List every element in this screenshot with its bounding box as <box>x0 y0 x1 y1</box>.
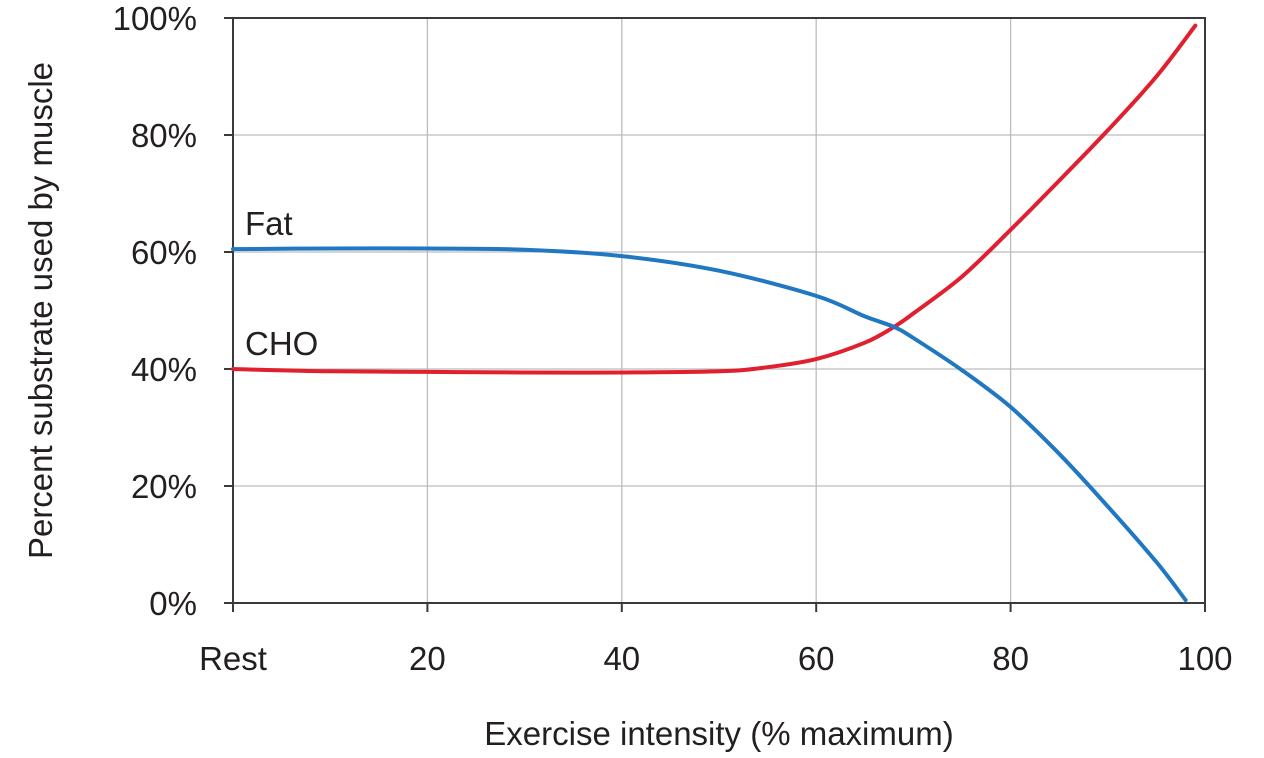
cho-series-line <box>231 23 1198 375</box>
y-tick-label: 20% <box>131 468 197 505</box>
fat-series-label: Fat <box>245 205 293 242</box>
fat-series-line <box>231 246 1188 603</box>
x-tick-label: 60 <box>798 640 835 677</box>
axes <box>224 17 1206 612</box>
x-tick-label: Rest <box>199 640 267 677</box>
y-axis-title: Percent substrate used by muscle <box>22 62 59 559</box>
x-axis-title: Exercise intensity (% maximum) <box>484 715 953 752</box>
grid-lines <box>232 17 1206 604</box>
x-tick-label: 100 <box>1177 640 1232 677</box>
cho-series-label: CHO <box>245 325 318 362</box>
plot-frame <box>232 17 1206 604</box>
tick-labels: Rest 20 40 60 80 100 0% 20% 40% 60% 80% 100% CHO Fat <box>113 0 1233 677</box>
x-tick-label: 20 <box>409 640 446 677</box>
y-tick-label: 60% <box>131 234 197 271</box>
y-tick-label: 80% <box>131 117 197 154</box>
y-tick-label: 0% <box>149 585 197 622</box>
x-tick-label: 40 <box>603 640 640 677</box>
y-tick-label: 40% <box>131 351 197 388</box>
y-tick-label: 100% <box>113 0 197 37</box>
series-lines <box>231 23 1198 603</box>
x-tick-label: 80 <box>992 640 1029 677</box>
